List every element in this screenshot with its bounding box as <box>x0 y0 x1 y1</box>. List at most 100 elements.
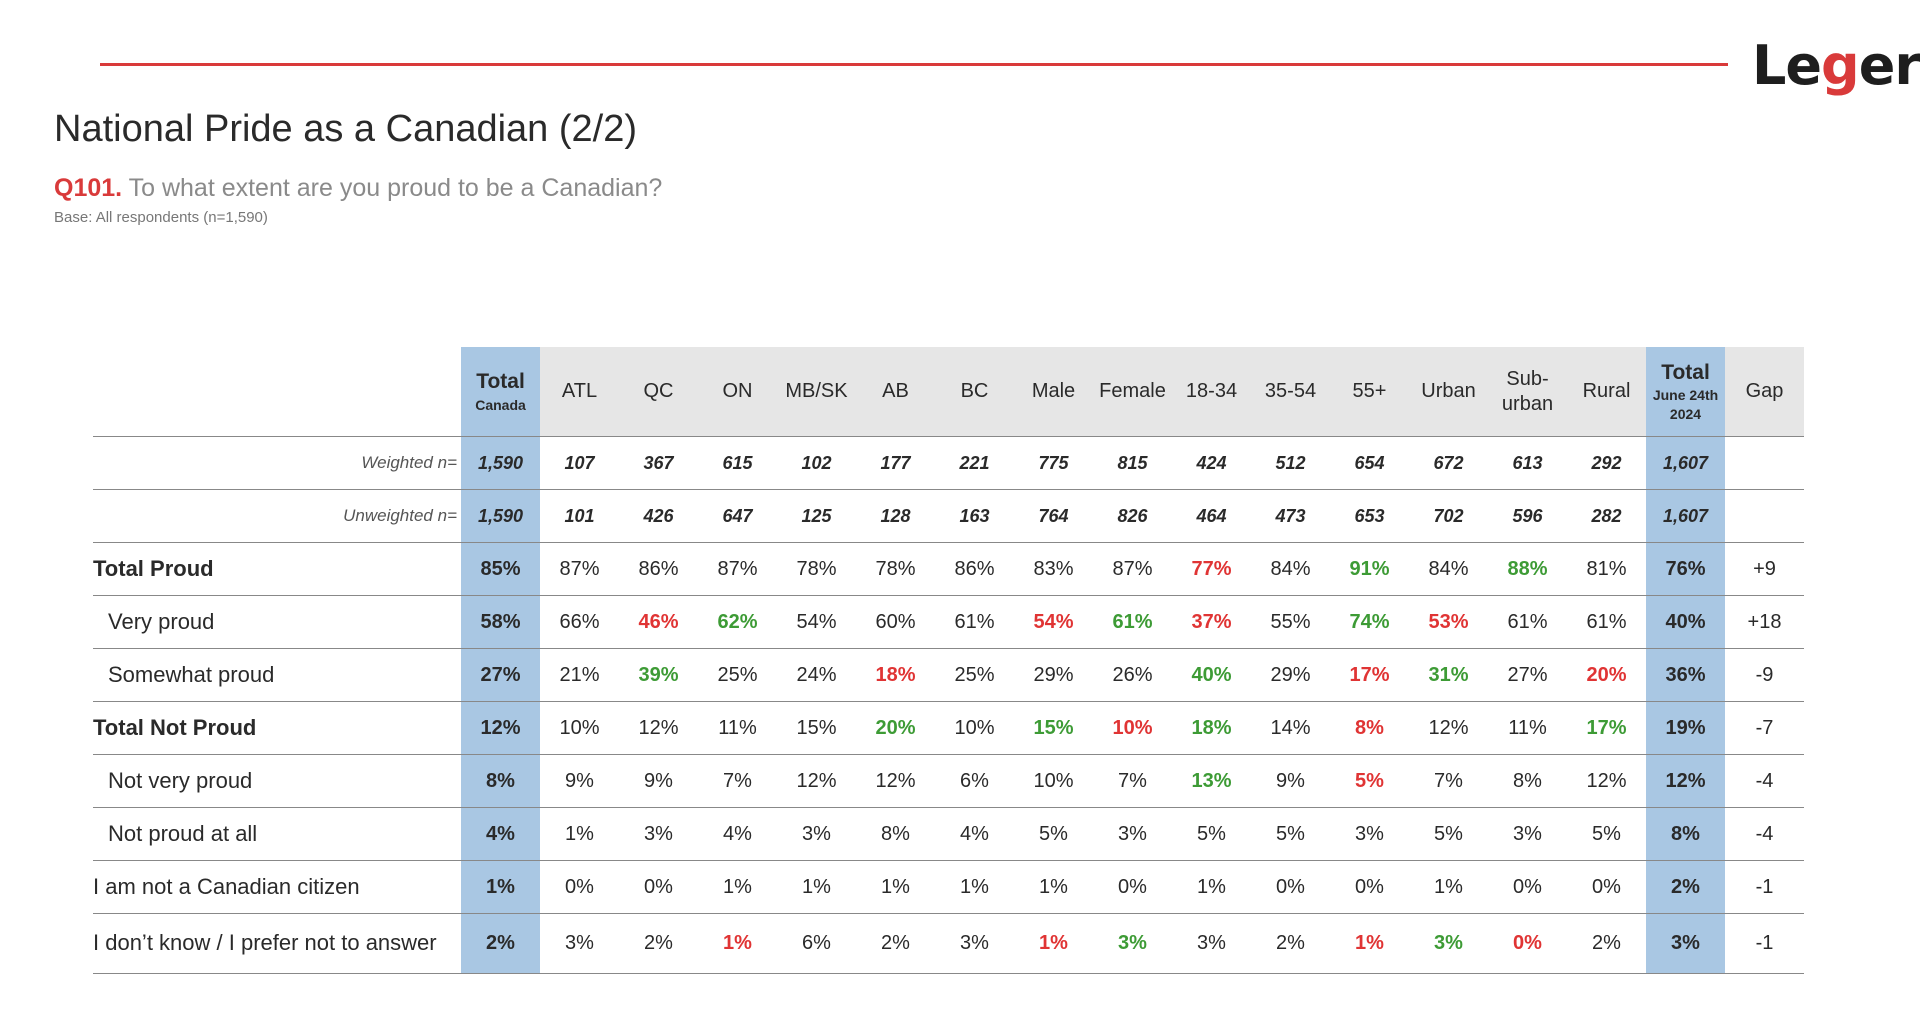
table-cell: -9 <box>1725 648 1804 702</box>
column-header: 18-34 <box>1172 347 1251 437</box>
table-cell: 815 <box>1093 436 1172 490</box>
leger-logo: Leger <box>1752 34 1920 97</box>
row-label: Total Proud <box>93 542 461 596</box>
table-cell: 3% <box>1409 913 1488 974</box>
table-cell: 17% <box>1567 701 1646 755</box>
column-header-label: 55+ <box>1352 380 1387 402</box>
table-cell: 87% <box>698 542 777 596</box>
table-cell: 5% <box>1014 807 1093 861</box>
column-header: Female <box>1093 347 1172 437</box>
row-label: Not very proud <box>93 754 461 808</box>
column-header-label: ATL <box>561 380 598 402</box>
row-label: Unweighted n= <box>93 489 461 543</box>
table-cell: 12% <box>1409 701 1488 755</box>
table-cell: 55% <box>1251 595 1330 649</box>
table-row: Not very proud 8% 9% 9% 7% 12% 12% 6% 10% 7% 13% 9%… <box>93 754 1804 808</box>
table-cell <box>1725 489 1804 543</box>
table-row: Total Proud 85% 87% 86% 87% 78% 78% 86% 83% 87% 77… <box>93 542 1804 596</box>
table-cell: 3% <box>540 913 619 974</box>
table-cell: 1% <box>935 860 1014 914</box>
table-cell: 2% <box>1646 860 1725 914</box>
table-row: I don’t know / I prefer not to answer 2% 3… <box>93 913 1804 974</box>
table-cell: 15% <box>1014 701 1093 755</box>
table-cell: 102 <box>777 436 856 490</box>
table-cell: 615 <box>698 436 777 490</box>
table-cell: 21% <box>540 648 619 702</box>
table-row: Very proud 58% 66% 46% 62% 54% 60% 61% 54% 61% 37%… <box>93 595 1804 649</box>
row-label: I am not a Canadian citizen <box>93 860 461 914</box>
table-row: Total Not Proud 12% 10% 12% 11% 15% 20% 10% 15% 1… <box>93 701 1804 755</box>
table-cell: 613 <box>1488 436 1567 490</box>
table-cell: 1% <box>1330 913 1409 974</box>
table-cell: 596 <box>1488 489 1567 543</box>
table-cell: 5% <box>1172 807 1251 861</box>
table-cell: +18 <box>1725 595 1804 649</box>
table-cell: 87% <box>540 542 619 596</box>
table-cell: 62% <box>698 595 777 649</box>
table-cell: 3% <box>1330 807 1409 861</box>
table-cell: 12% <box>1567 754 1646 808</box>
question-line: Q101. To what extent are you proud to be… <box>54 174 662 203</box>
table-cell: 60% <box>856 595 935 649</box>
table-cell: 1% <box>1409 860 1488 914</box>
column-header: ATL <box>540 347 619 437</box>
table-cell: 5% <box>1330 754 1409 808</box>
base-note: Base: All respondents (n=1,590) <box>54 209 268 226</box>
column-header: Male <box>1014 347 1093 437</box>
table-cell: 86% <box>619 542 698 596</box>
column-header-label: Sub- <box>1506 367 1549 390</box>
table-cell: 53% <box>1409 595 1488 649</box>
table-cell: 292 <box>1567 436 1646 490</box>
table-cell: 775 <box>1014 436 1093 490</box>
table-cell: -4 <box>1725 807 1804 861</box>
table-cell: 0% <box>619 860 698 914</box>
table-cell: 18% <box>856 648 935 702</box>
column-header-label: Rural <box>1582 380 1631 402</box>
column-header: Total June 24th 2024 <box>1646 347 1725 437</box>
table-cell: 3% <box>1093 807 1172 861</box>
table-cell: 1% <box>1014 913 1093 974</box>
table-cell: 5% <box>1567 807 1646 861</box>
table-cell: 39% <box>619 648 698 702</box>
table-cell: 1% <box>540 807 619 861</box>
table-cell: 2% <box>856 913 935 974</box>
table-cell: 20% <box>1567 648 1646 702</box>
table-cell: 86% <box>935 542 1014 596</box>
table-cell: 74% <box>1330 595 1409 649</box>
table-cell: 78% <box>777 542 856 596</box>
table-cell: 0% <box>1488 913 1567 974</box>
table-cell: 0% <box>1251 860 1330 914</box>
table-cell: 107 <box>540 436 619 490</box>
table-cell: 25% <box>935 648 1014 702</box>
table-cell: 4% <box>698 807 777 861</box>
table-cell: 8% <box>1330 701 1409 755</box>
table-cell: 61% <box>935 595 1014 649</box>
table-cell: 653 <box>1330 489 1409 543</box>
table-row: Not proud at all 4% 1% 3% 4% 3% 8% 4% 5% 3% 5% 5% 3%… <box>93 807 1804 861</box>
table-cell: +9 <box>1725 542 1804 596</box>
table-cell: 81% <box>1567 542 1646 596</box>
table-cell: 91% <box>1330 542 1409 596</box>
table-cell: 18% <box>1172 701 1251 755</box>
table-cell: 8% <box>461 754 540 808</box>
table-cell: 8% <box>856 807 935 861</box>
table-cell: 10% <box>540 701 619 755</box>
row-label: I don’t know / I prefer not to answer <box>93 913 461 974</box>
table-cell: 83% <box>1014 542 1093 596</box>
column-header: BC <box>935 347 1014 437</box>
table-cell: 10% <box>935 701 1014 755</box>
table-cell: 88% <box>1488 542 1567 596</box>
table-cell: 2% <box>461 913 540 974</box>
table-cell: 672 <box>1409 436 1488 490</box>
table-cell: 654 <box>1330 436 1409 490</box>
page-title: National Pride as a Canadian (2/2) <box>54 108 638 150</box>
table-cell: 15% <box>777 701 856 755</box>
results-table: Total Canada ATL QC ON MB/SK AB BC Male Female 18-… <box>93 347 1804 974</box>
column-header: 55+ <box>1330 347 1409 437</box>
table-cell: 3% <box>1172 913 1251 974</box>
column-header: ON <box>698 347 777 437</box>
table-cell: 2% <box>1567 913 1646 974</box>
table-cell: 6% <box>935 754 1014 808</box>
table-cell: 8% <box>1646 807 1725 861</box>
table-cell: 27% <box>461 648 540 702</box>
